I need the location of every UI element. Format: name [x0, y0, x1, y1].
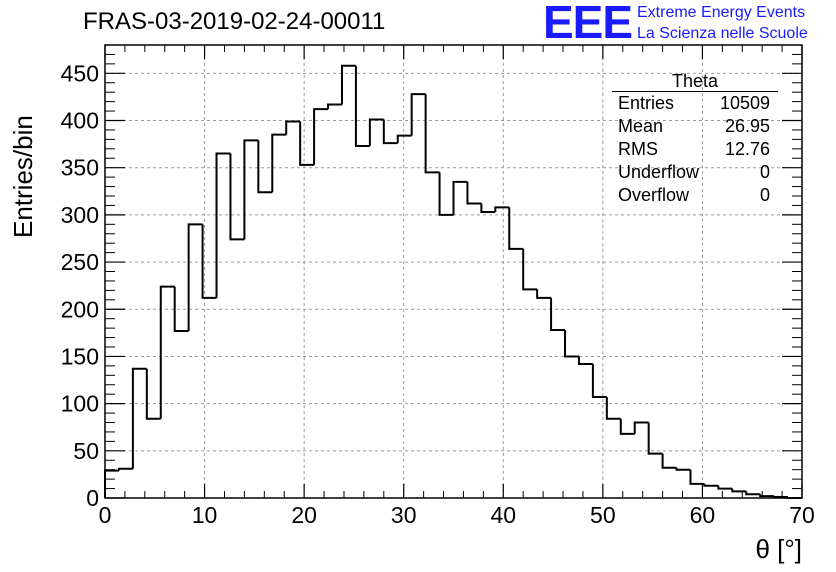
histogram-bin [494, 206, 510, 213]
y-tick-label: 100 [61, 391, 99, 417]
histogram-bin [619, 418, 635, 435]
y-tick-label: 150 [61, 343, 99, 369]
stats-row-mean: Mean 26.95 [612, 115, 778, 138]
stats-label: Underflow [618, 162, 700, 182]
histogram-bin [271, 133, 287, 193]
histogram-series [104, 64, 802, 499]
y-tick-label: 250 [61, 249, 99, 275]
histogram-bin [159, 285, 175, 419]
stats-row-underflow: Underflow 0 [612, 161, 778, 184]
histogram-bin [229, 153, 245, 241]
histogram-bin [675, 467, 691, 471]
histogram-bin [382, 119, 398, 145]
histogram-bin [215, 152, 231, 298]
histogram-bin [564, 330, 579, 358]
plot-frame [104, 44, 803, 499]
y-axis-label: Entries/bin [8, 115, 38, 238]
histogram-bin [117, 467, 133, 471]
histogram-bin [173, 286, 189, 332]
histogram-bin [759, 494, 775, 498]
histogram-bin [480, 203, 496, 214]
histogram-bin [773, 496, 789, 499]
histogram-bin [285, 120, 301, 135]
histogram-bin [745, 491, 761, 496]
y-tick-label: 400 [61, 108, 99, 134]
grid-lines [105, 45, 802, 498]
histogram-bin [536, 289, 552, 299]
y-tick-label: 450 [61, 60, 99, 86]
histogram-bin [187, 223, 203, 331]
histogram-bin [340, 64, 356, 105]
histogram-bin [104, 469, 119, 498]
histogram-bin [452, 180, 468, 215]
stats-box: Theta Entries 10509 Mean 26.95 RMS 12.76… [612, 72, 778, 207]
stats-value: 26.95 [724, 116, 770, 136]
x-tick-label: 60 [690, 502, 716, 528]
eee-logo: EEE [543, 0, 633, 48]
run-title: FRAS-03-2019-02-24-00011 [83, 8, 386, 35]
histogram-bin [647, 422, 663, 455]
stats-label: RMS [618, 139, 658, 159]
histogram-bin [550, 297, 566, 332]
stats-label: Entries [618, 93, 675, 113]
tick-labels: 0 10 20 30 40 50 60 70 0 50 100 150 200 250 300 350 400 4… [61, 60, 815, 528]
x-tick-label: 50 [590, 502, 616, 528]
histogram-bin [410, 93, 426, 136]
histogram-bin [633, 421, 649, 434]
histogram-bin [508, 207, 524, 250]
x-tick-label: 0 [99, 502, 112, 528]
histogram-bin [299, 121, 315, 166]
histogram-bin [605, 397, 621, 420]
x-tick-label: 20 [291, 502, 317, 528]
logo-line-1: Extreme Energy Events [637, 4, 806, 21]
stats-value: 0 [759, 185, 770, 205]
histogram-bin [368, 118, 384, 146]
x-axis-label: θ [°] [755, 534, 802, 564]
histogram-bin [703, 483, 719, 487]
histogram-bin [466, 181, 482, 205]
y-tick-label: 50 [73, 438, 99, 464]
histogram-bin [522, 248, 538, 291]
histogram-bin [591, 363, 607, 399]
y-tick-label: 200 [61, 296, 99, 322]
x-tick-label: 10 [192, 502, 218, 528]
stats-row-entries: Entries 10509 [612, 92, 778, 115]
histogram-bin [257, 140, 273, 194]
histogram-bin [131, 367, 147, 469]
histogram-bin [243, 139, 259, 240]
stats-label: Mean [618, 116, 664, 136]
logo-line-2: La Scienza nelle Scuole [637, 25, 808, 42]
y-tick-label: 350 [61, 155, 99, 181]
y-tick-label: 0 [86, 485, 99, 511]
histogram-bin [327, 103, 342, 110]
histogram-bin [731, 488, 747, 493]
stats-label: Overflow [618, 185, 690, 205]
histogram-bin [438, 172, 454, 216]
stats-value: 10509 [719, 93, 770, 113]
histogram-bin [313, 108, 329, 165]
histogram-bin [396, 134, 412, 144]
y-tick-label: 300 [61, 202, 99, 228]
histogram-bin [424, 94, 440, 174]
histogram-bin [661, 453, 677, 469]
x-tick-label: 40 [490, 502, 516, 528]
histogram-bin [145, 368, 161, 420]
x-tick-label: 70 [789, 502, 815, 528]
stats-row-overflow: Overflow 0 [612, 184, 778, 207]
histogram-bin [577, 356, 593, 365]
stats-value: 0 [759, 162, 770, 182]
stats-row-rms: RMS 12.76 [612, 138, 778, 161]
histogram-bin [689, 469, 705, 485]
histogram-bin [354, 65, 370, 147]
x-tick-label: 30 [391, 502, 417, 528]
histogram-bin [717, 485, 733, 490]
stats-title: Theta [612, 72, 778, 92]
axis-ticks [104, 44, 803, 499]
histogram-bin [201, 224, 217, 299]
stats-value: 12.76 [724, 139, 770, 159]
